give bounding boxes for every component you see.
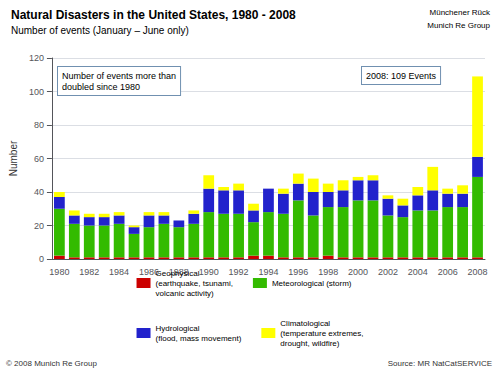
svg-text:2000: 2000 <box>348 267 368 277</box>
svg-text:60: 60 <box>34 154 44 164</box>
svg-text:120: 120 <box>29 53 44 63</box>
svg-text:Source: MR NatCatSERVICE: Source: MR NatCatSERVICE <box>388 359 492 368</box>
svg-text:20: 20 <box>34 221 44 231</box>
svg-text:(flood, mass movement): (flood, mass movement) <box>156 334 242 343</box>
svg-text:(earthquake, tsunami,: (earthquake, tsunami, <box>156 279 233 288</box>
svg-text:Number of events (January – Ju: Number of events (January – June only) <box>11 25 189 36</box>
svg-text:2008: 109 Events: 2008: 109 Events <box>366 71 437 81</box>
svg-text:1980: 1980 <box>49 267 69 277</box>
svg-text:0: 0 <box>39 254 44 264</box>
svg-text:Climatological: Climatological <box>280 319 330 328</box>
svg-text:Number of events more than: Number of events more than <box>62 71 176 81</box>
svg-text:doubled since 1980: doubled since 1980 <box>62 82 140 92</box>
svg-text:1992: 1992 <box>229 267 249 277</box>
svg-text:2002: 2002 <box>378 267 398 277</box>
svg-text:(temperature extremes,: (temperature extremes, <box>280 329 363 338</box>
svg-text:Munich Re Group: Munich Re Group <box>427 21 490 30</box>
svg-text:volcanic activity): volcanic activity) <box>156 289 215 298</box>
svg-text:1994: 1994 <box>258 267 278 277</box>
svg-text:© 2008 Munich Re Group: © 2008 Munich Re Group <box>6 359 97 368</box>
svg-text:Natural Disasters in the Unite: Natural Disasters in the United States, … <box>11 8 296 22</box>
svg-text:1984: 1984 <box>109 267 129 277</box>
svg-text:2008: 2008 <box>468 267 488 277</box>
svg-text:2004: 2004 <box>408 267 428 277</box>
svg-text:Geophysical: Geophysical <box>156 269 200 278</box>
svg-text:Meteorological (storm): Meteorological (storm) <box>272 279 352 288</box>
svg-text:1982: 1982 <box>79 267 99 277</box>
svg-text:Number: Number <box>8 140 19 176</box>
svg-text:80: 80 <box>34 120 44 130</box>
svg-text:2006: 2006 <box>438 267 458 277</box>
svg-text:1986: 1986 <box>139 266 159 277</box>
svg-text:40: 40 <box>34 187 44 197</box>
svg-text:Hydrological: Hydrological <box>156 324 200 333</box>
svg-text:1996: 1996 <box>288 267 308 277</box>
svg-text:Münchener Rück: Münchener Rück <box>430 8 491 17</box>
svg-text:1998: 1998 <box>318 267 338 277</box>
svg-text:100: 100 <box>29 87 44 97</box>
svg-text:drought, wildfire): drought, wildfire) <box>280 339 339 348</box>
svg-text:1990: 1990 <box>199 267 219 277</box>
